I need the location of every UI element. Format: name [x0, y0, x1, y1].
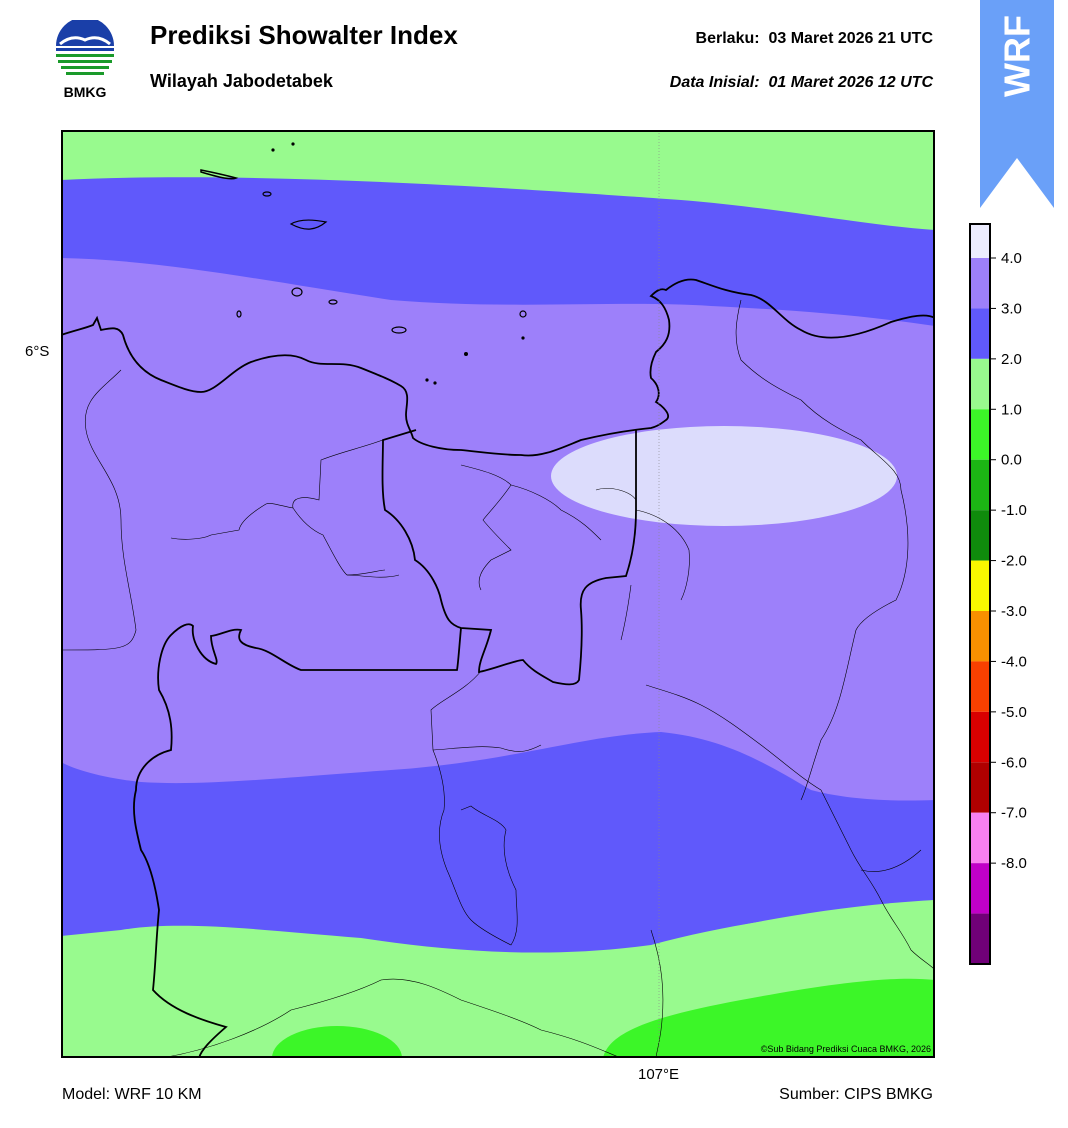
legend-colorbar: 4.0 3.0 2.0 1.0 0.0 -1.0 -2.0 -3.0 -4.0 -5.0 -6.0 -… [969, 223, 1027, 965]
colorbar-cell [970, 661, 990, 712]
bmkg-logo [56, 20, 114, 75]
colorbar-cell [970, 560, 990, 611]
colorbar-tick-label: -7.0 [1001, 805, 1027, 822]
island [433, 381, 437, 385]
init-value: 01 Maret 2026 12 UTC [768, 74, 933, 91]
colorbar-cell [970, 711, 990, 763]
colorbar-tick-label: 2.0 [1001, 351, 1022, 368]
island [291, 142, 295, 146]
island [236, 310, 242, 318]
colorbar-cell [970, 812, 990, 864]
island [328, 299, 338, 305]
colorbar-cell [970, 308, 990, 359]
colorbar-cell [970, 863, 990, 914]
showalter-map: ©Sub Bidang Prediksi Cuaca BMKG, 2026 [61, 130, 935, 1058]
latitude-label: 6°S [25, 343, 50, 360]
coastline [61, 278, 935, 457]
island [271, 148, 275, 152]
svg-text:WRF: WRF [997, 15, 1038, 97]
colorbar-tick-label: -8.0 [1001, 855, 1027, 872]
logo-text: BMKG [63, 84, 107, 100]
colorbar-tick-label: 1.0 [1001, 401, 1022, 418]
colorbar-tick-label: -2.0 [1001, 553, 1027, 570]
island [521, 336, 525, 340]
island [262, 191, 272, 197]
colorbar-cell [970, 409, 990, 460]
valid-time: Berlaku: 03 Maret 2026 21 UTC [696, 30, 933, 48]
si-band-neg1-0-east [603, 978, 935, 1058]
colorbar-tick-label: -5.0 [1001, 704, 1027, 721]
province-boundary [133, 623, 462, 1058]
map-frame [61, 130, 935, 1058]
colorbar-cell [970, 224, 990, 258]
longitude-label: 107°E [638, 1066, 680, 1083]
si-band-neg1-0-west [272, 1026, 402, 1058]
colorbar-tick-label: 4.0 [1001, 250, 1022, 267]
colorbar-cell [970, 510, 990, 561]
map-credit: ©Sub Bidang Prediksi Cuaca BMKG, 2026 [761, 1044, 931, 1054]
model-label: Model: WRF 10 KM [62, 1086, 202, 1103]
wrf-badge-label: WRF [997, 15, 1038, 97]
valid-value: 03 Maret 2026 21 UTC [768, 30, 933, 47]
valid-label: Berlaku: [695, 30, 760, 47]
colorbar-frame [969, 223, 991, 965]
si-band-2-3 [61, 258, 935, 801]
colorbar-tick-label: -3.0 [1001, 603, 1027, 620]
colorbar-cell [970, 358, 990, 410]
colorbar-cell [970, 611, 990, 662]
init-time: Data Inisial: 01 Maret 2026 12 UTC [670, 74, 933, 92]
island [425, 378, 429, 382]
island [519, 310, 527, 318]
si-band-3-4 [551, 426, 897, 526]
wrf-badge [980, 0, 1054, 208]
colorbar-cell [970, 459, 990, 511]
island [291, 287, 303, 297]
colorbar-cell [970, 258, 990, 309]
colorbar-tick-label: 0.0 [1001, 452, 1022, 469]
colorbar-tick-label: -1.0 [1001, 502, 1027, 519]
island [391, 326, 407, 334]
page-title: Prediksi Showalter Index [150, 20, 458, 50]
colorbar-tick-label: -6.0 [1001, 754, 1027, 771]
island [200, 169, 239, 180]
island [464, 352, 468, 356]
colorbar-tick-label: -4.0 [1001, 653, 1027, 670]
colorbar-cell [970, 762, 990, 813]
page-subtitle: Wilayah Jabodetabek [150, 71, 333, 91]
source-label: Sumber: CIPS BMKG [779, 1086, 933, 1103]
colorbar-cell [970, 913, 990, 964]
colorbar-tick-label: 3.0 [1001, 300, 1022, 317]
regency-boundaries [61, 299, 935, 1058]
init-label: Data Inisial: [669, 74, 760, 91]
island [289, 219, 328, 230]
province-boundary [381, 429, 637, 686]
